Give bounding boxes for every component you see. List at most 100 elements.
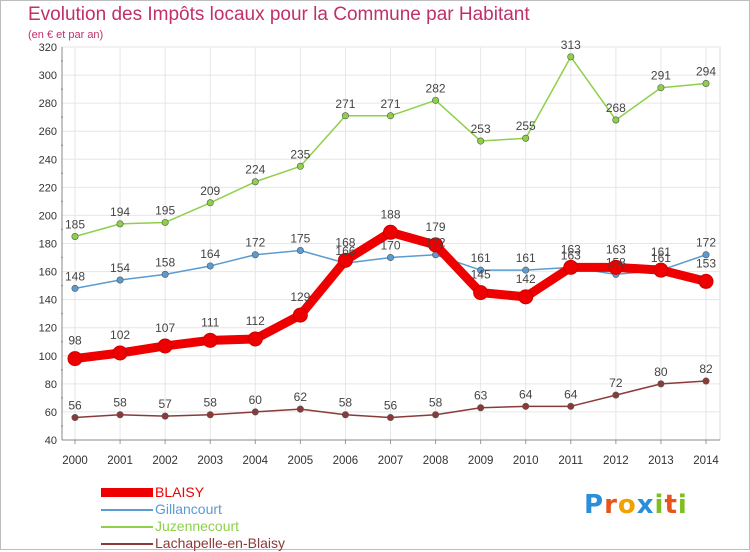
- chart-subtitle: (en € et par an): [28, 29, 104, 41]
- y-tick-label: 160: [39, 267, 57, 279]
- data-label: 164: [200, 247, 220, 261]
- data-point: [563, 259, 579, 275]
- x-tick-label: 2011: [558, 455, 583, 467]
- data-label: 170: [380, 239, 400, 253]
- data-point: [296, 405, 304, 413]
- x-tick-label: 2003: [197, 455, 223, 467]
- x-tick-label: 2001: [107, 455, 133, 467]
- logo-letter: t: [664, 490, 678, 520]
- data-label: 102: [110, 328, 130, 342]
- data-point: [161, 270, 169, 278]
- y-tick-label: 260: [39, 126, 57, 138]
- logo-letter: i: [677, 490, 688, 520]
- data-point: [247, 331, 263, 347]
- data-point: [157, 338, 173, 354]
- data-point: [251, 408, 259, 416]
- data-label: 161: [651, 251, 671, 265]
- logo-letter: r: [604, 490, 618, 520]
- logo-letter: P: [584, 490, 605, 520]
- data-label: 255: [516, 119, 536, 133]
- data-label: 72: [609, 376, 623, 390]
- y-tick-label: 100: [39, 351, 57, 363]
- data-point: [477, 137, 485, 145]
- data-label: 111: [201, 315, 220, 329]
- data-point: [473, 285, 489, 301]
- data-point: [612, 116, 620, 124]
- data-point: [251, 251, 259, 259]
- data-point: [386, 414, 394, 422]
- data-label: 145: [471, 268, 491, 282]
- y-tick-label: 140: [39, 295, 57, 307]
- legend-label: Gillancourt: [155, 501, 222, 517]
- data-label: 148: [65, 269, 85, 283]
- data-label: 271: [335, 97, 355, 111]
- x-tick-label: 2010: [513, 455, 539, 467]
- data-label: 62: [294, 390, 308, 404]
- data-label: 172: [245, 236, 265, 250]
- x-tick-label: 2006: [333, 455, 359, 467]
- data-label: 64: [519, 387, 533, 401]
- data-label: 282: [426, 81, 446, 95]
- data-point: [698, 273, 714, 289]
- data-label: 163: [561, 242, 581, 256]
- y-tick-label: 80: [45, 379, 57, 391]
- x-tick-label: 2008: [423, 455, 449, 467]
- data-point: [702, 79, 710, 87]
- data-label: 195: [155, 203, 175, 217]
- data-point: [657, 380, 665, 388]
- data-point: [522, 266, 530, 274]
- data-label: 161: [471, 251, 491, 265]
- y-tick-label: 240: [39, 154, 57, 166]
- data-point: [161, 218, 169, 226]
- y-tick-label: 320: [39, 42, 57, 54]
- logo-letter: i: [654, 490, 665, 520]
- data-point: [518, 289, 534, 305]
- data-label: 172: [696, 236, 716, 250]
- data-label: 168: [335, 235, 355, 249]
- data-point: [206, 262, 214, 270]
- data-point: [432, 96, 440, 104]
- data-label: 172: [426, 236, 446, 250]
- y-tick-label: 60: [45, 407, 57, 419]
- data-label: 294: [696, 64, 716, 78]
- data-point: [567, 53, 575, 61]
- legend-label: BLAISY: [155, 484, 205, 500]
- data-point: [112, 345, 128, 361]
- data-point: [116, 276, 124, 284]
- data-point: [251, 178, 259, 186]
- legend-swatch: [101, 543, 153, 545]
- data-label: 56: [68, 399, 82, 413]
- data-point: [296, 247, 304, 255]
- data-label: 253: [471, 122, 491, 136]
- logo-letter: x: [636, 490, 655, 520]
- data-label: 129: [290, 290, 310, 304]
- data-point: [206, 199, 214, 207]
- data-point: [161, 412, 169, 420]
- data-point: [386, 254, 394, 262]
- data-label: 107: [155, 321, 175, 335]
- data-label: 58: [113, 396, 127, 410]
- data-label: 58: [429, 396, 443, 410]
- data-point: [292, 307, 308, 323]
- data-label: 142: [516, 272, 536, 286]
- x-tick-label: 2014: [693, 455, 719, 467]
- x-tick-label: 2002: [152, 455, 178, 467]
- data-label: 112: [246, 314, 265, 328]
- data-point: [341, 411, 349, 419]
- data-label: 158: [606, 255, 626, 269]
- data-point: [116, 411, 124, 419]
- data-point: [386, 112, 394, 120]
- data-label: 224: [245, 163, 265, 177]
- proxiti-logo: Proxiti: [584, 490, 688, 520]
- data-label: 60: [249, 393, 263, 407]
- data-point: [383, 224, 398, 240]
- data-point: [657, 84, 665, 92]
- y-tick-label: 180: [39, 239, 57, 251]
- legend-swatch: [101, 526, 153, 528]
- data-label: 154: [110, 261, 130, 275]
- data-label: 291: [651, 69, 671, 83]
- data-label: 98: [68, 334, 82, 348]
- data-point: [432, 411, 440, 419]
- y-tick-label: 120: [39, 323, 57, 335]
